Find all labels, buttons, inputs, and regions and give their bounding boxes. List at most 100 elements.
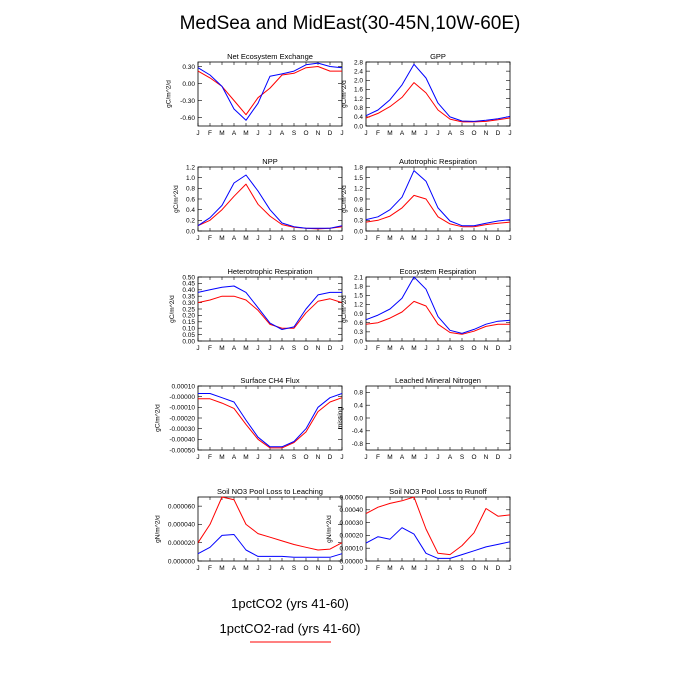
x-tick-label: O	[471, 454, 476, 461]
x-tick-label: J	[424, 565, 427, 572]
x-tick-label: M	[387, 235, 392, 242]
y-tick-label: 0.30	[182, 64, 195, 71]
y-tick-label: 0.6	[354, 320, 363, 327]
panel-title: Ecosystem Respiration	[400, 267, 477, 276]
x-tick-label: J	[268, 345, 271, 352]
x-tick-label: A	[280, 130, 285, 137]
y-tick-label: 0.05	[182, 332, 195, 339]
y-tick-label: -0.00000	[169, 394, 195, 401]
x-tick-label: J	[256, 130, 259, 137]
x-tick-label: M	[387, 454, 392, 461]
plot-frame	[197, 61, 343, 127]
x-tick-label: D	[496, 130, 501, 137]
panel-title: Soil NO3 Pool Loss to Leaching	[217, 487, 323, 496]
x-tick-label: J	[508, 130, 511, 137]
x-tick-label: F	[208, 345, 212, 352]
y-tick-label: 0.3	[354, 329, 363, 336]
x-tick-label: A	[400, 454, 405, 461]
x-tick-label: S	[460, 235, 465, 242]
x-tick-label: N	[484, 454, 489, 461]
x-tick-label: A	[280, 565, 285, 572]
series-line-1	[365, 170, 511, 227]
plot-frame	[197, 276, 343, 342]
plot-frame	[365, 166, 511, 232]
x-tick-label: S	[292, 235, 297, 242]
y-tick-label: 0.20	[182, 313, 195, 320]
x-tick-label: N	[484, 235, 489, 242]
series-line-1	[197, 62, 343, 121]
y-tick-label: 0.0	[354, 228, 363, 235]
y-tick-label: 0.45	[182, 281, 195, 288]
y-tick-label: 1.2	[354, 96, 363, 103]
x-tick-label: J	[508, 454, 511, 461]
x-tick-label: A	[448, 345, 453, 352]
x-tick-label: F	[376, 454, 380, 461]
y-axis-label: gC/m^2/d	[169, 295, 176, 323]
y-tick-label: 1.2	[186, 164, 195, 171]
y-axis-label: gC/m^2/d	[341, 80, 348, 108]
x-tick-label: N	[484, 130, 489, 137]
x-tick-label: J	[424, 454, 427, 461]
x-tick-label: J	[436, 130, 439, 137]
x-tick-label: M	[219, 235, 224, 242]
y-tick-label: 0.0	[354, 415, 363, 422]
y-tick-label: 0.9	[354, 196, 363, 203]
x-tick-label: J	[196, 565, 199, 572]
y-tick-label: 0.35	[182, 294, 195, 301]
x-tick-label: J	[364, 130, 367, 137]
y-tick-label: 0.2	[186, 218, 195, 225]
y-tick-label: 0.30	[182, 300, 195, 307]
y-tick-label: 0.00000	[340, 558, 364, 565]
series-line-1	[365, 527, 511, 559]
y-tick-label: 0.0	[354, 123, 363, 130]
x-tick-label: J	[508, 565, 511, 572]
y-axis-label: gC/m^2/d	[341, 295, 348, 323]
x-tick-label: O	[303, 565, 308, 572]
x-tick-label: M	[411, 454, 416, 461]
panel-title: Soil NO3 Pool Loss to Runoff	[389, 487, 487, 496]
y-tick-label: 0.10	[182, 326, 195, 333]
x-tick-label: J	[256, 565, 259, 572]
x-tick-label: A	[232, 130, 237, 137]
y-tick-label: 1.5	[354, 175, 363, 182]
x-tick-label: A	[232, 235, 237, 242]
y-tick-label: 0.8	[354, 390, 363, 397]
x-tick-label: J	[196, 130, 199, 137]
y-tick-label: 0.9	[354, 311, 363, 318]
series-line-2	[197, 183, 343, 230]
x-tick-label: J	[508, 345, 511, 352]
x-tick-label: J	[196, 235, 199, 242]
x-tick-label: M	[243, 454, 248, 461]
x-tick-label: D	[328, 565, 333, 572]
x-tick-label: M	[243, 130, 248, 137]
legend: 1pctCO2 (yrs 41-60) 1pctCO2-rad (yrs 41-…	[220, 596, 360, 643]
x-tick-label: A	[232, 345, 237, 352]
y-tick-label: 0.00010	[340, 546, 364, 553]
series-line-2	[197, 295, 343, 329]
x-tick-label: M	[219, 345, 224, 352]
x-tick-label: J	[256, 454, 259, 461]
y-axis-label: missing	[337, 407, 344, 429]
y-tick-label: 0.6	[186, 196, 195, 203]
x-tick-label: M	[243, 235, 248, 242]
y-tick-label: 0.40	[182, 287, 195, 294]
y-tick-label: 0.00030	[340, 520, 364, 527]
plot-frame	[365, 385, 511, 451]
y-axis-label: gC/m^2/d	[166, 80, 173, 108]
x-tick-label: D	[496, 454, 501, 461]
x-tick-label: J	[436, 235, 439, 242]
x-tick-label: N	[484, 565, 489, 572]
x-tick-label: J	[256, 345, 259, 352]
x-tick-label: J	[340, 345, 343, 352]
x-tick-label: N	[316, 130, 321, 137]
series-line-2	[197, 66, 342, 116]
y-tick-label: 2.4	[354, 68, 363, 75]
y-tick-label: 0.00020	[340, 533, 364, 540]
x-tick-label: J	[340, 565, 343, 572]
y-tick-label: 0.4	[186, 207, 195, 214]
y-tick-label: 2.1	[354, 274, 363, 281]
x-tick-label: D	[496, 565, 501, 572]
